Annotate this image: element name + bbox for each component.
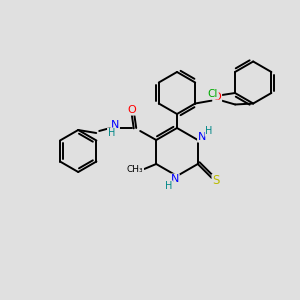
Text: H: H	[205, 126, 212, 136]
Text: CH₃: CH₃	[127, 164, 143, 173]
Text: N: N	[171, 174, 179, 184]
Text: O: O	[128, 105, 136, 115]
Text: Cl: Cl	[208, 89, 218, 99]
Text: H: H	[107, 128, 115, 138]
Text: N: N	[111, 120, 119, 130]
Text: S: S	[212, 175, 220, 188]
Text: O: O	[213, 92, 222, 103]
Text: H: H	[165, 181, 173, 191]
Text: N: N	[198, 132, 206, 142]
